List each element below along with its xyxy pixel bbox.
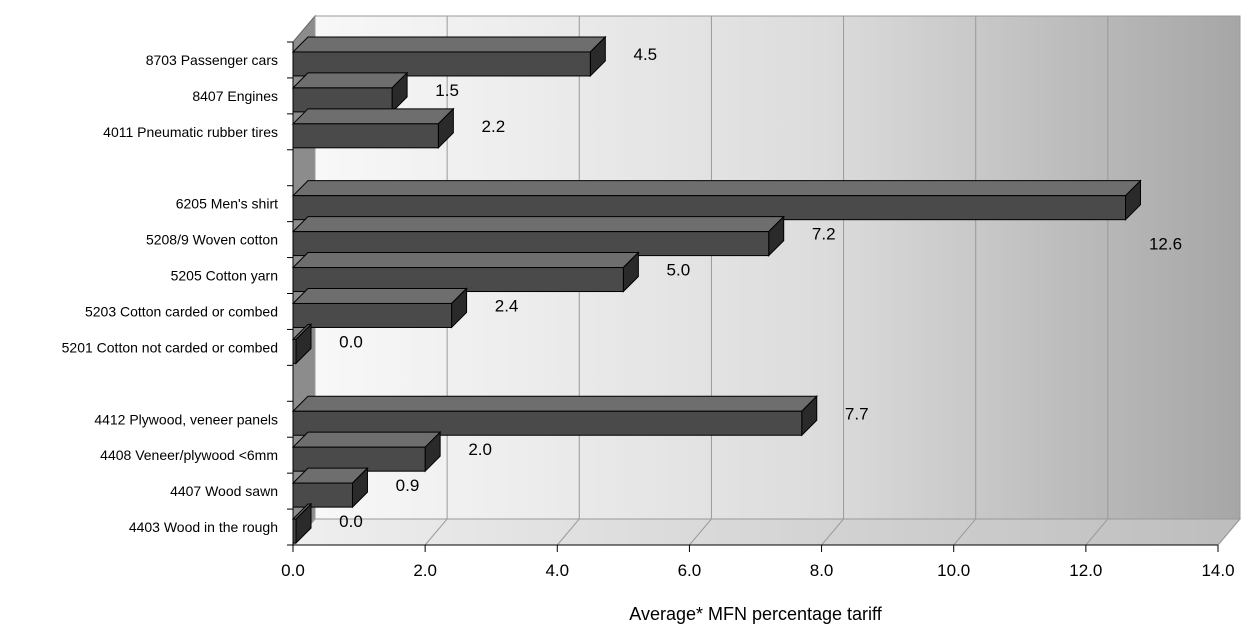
data-label: 0.0	[339, 512, 363, 531]
data-label: 2.2	[482, 117, 506, 136]
data-label: 7.7	[845, 404, 869, 423]
gridline	[1217, 16, 1241, 546]
category-label: 8703 Passenger cars	[146, 52, 278, 68]
category-label: 4408 Veneer/plywood <6mm	[100, 447, 278, 463]
category-label: 4412 Plywood, veneer panels	[94, 411, 278, 427]
data-label: 2.0	[468, 440, 492, 459]
category-label: 4403 Wood in the rough	[129, 519, 278, 535]
bar	[291, 179, 1142, 221]
bar	[291, 251, 640, 293]
category-label: 8407 Engines	[192, 88, 278, 104]
floor	[291, 518, 1242, 546]
category-label: 5203 Cotton carded or combed	[85, 303, 278, 319]
bar	[291, 395, 818, 437]
x-tick-label: 2.0	[413, 561, 437, 580]
bar	[291, 215, 785, 257]
x-tick-label: 14.0	[1201, 561, 1234, 580]
bar	[291, 502, 313, 545]
bar	[291, 287, 468, 329]
x-axis: 0.0 2.0 4.0 6.0 8.0 10.0 12.0 14.0	[281, 41, 1235, 580]
data-label: 0.0	[339, 332, 363, 351]
category-label: 6205 Men's shirt	[176, 196, 278, 212]
data-label: 1.5	[435, 81, 459, 100]
category-labels: 8703 Passenger cars 8407 Engines 4011 Pneu…	[62, 52, 278, 535]
x-tick-label: 0.0	[281, 561, 305, 580]
data-label: 0.9	[396, 476, 420, 495]
category-label: 4011 Pneumatic rubber tires	[103, 124, 278, 140]
bar	[291, 430, 442, 473]
bar	[291, 323, 313, 365]
x-tick-label: 6.0	[678, 561, 702, 580]
bars	[291, 35, 1142, 545]
data-label: 4.5	[634, 45, 658, 64]
bar	[291, 107, 455, 150]
data-label: 12.6	[1149, 235, 1182, 254]
category-label: 5208/9 Woven cotton	[146, 232, 278, 248]
category-label: 4407 Wood sawn	[170, 483, 278, 499]
x-tick-label: 10.0	[937, 561, 970, 580]
bar	[291, 71, 409, 114]
value-labels: 4.5 1.5 2.2 12.6 7.2 5.0 2.4 0.0 7.7 2.0 0.9 0.0	[339, 45, 1182, 531]
data-label: 2.4	[495, 296, 519, 315]
x-tick-label: 8.0	[810, 561, 834, 580]
category-label: 5205 Cotton yarn	[171, 268, 278, 284]
x-tick-label: 4.0	[545, 561, 569, 580]
bar	[291, 466, 369, 509]
data-label: 7.2	[812, 225, 836, 244]
x-axis-title: Average* MFN percentage tariff	[629, 604, 882, 624]
category-label: 5201 Cotton not carded or combed	[62, 339, 278, 355]
bar	[291, 35, 607, 78]
x-tick-label: 12.0	[1069, 561, 1102, 580]
data-label: 5.0	[667, 261, 691, 280]
